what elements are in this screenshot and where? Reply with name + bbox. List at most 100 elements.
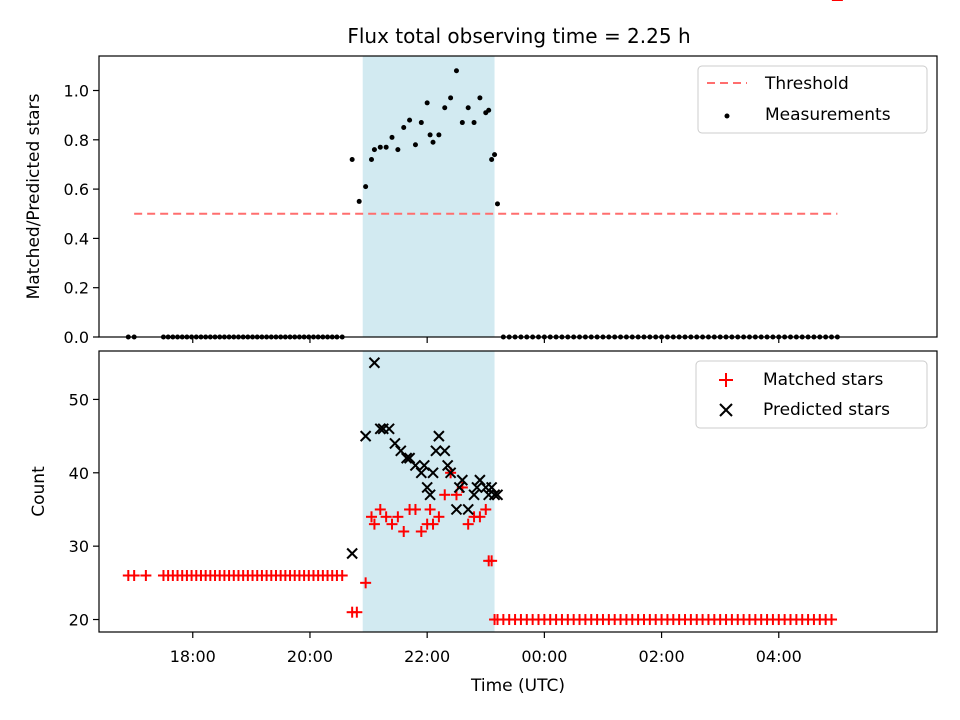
y-tick-label: 1.0 <box>64 82 89 101</box>
matched-stars-point <box>424 503 436 515</box>
count-x-ticks: 18:00 20:00 22:00 00:00 02:00 04:00 <box>170 632 802 666</box>
measurement-point <box>368 157 374 163</box>
measurement-point <box>412 142 418 148</box>
measurement-point <box>477 95 483 101</box>
ratio-panel-shaded-interval <box>362 56 495 337</box>
measurement-point <box>383 144 389 150</box>
predicted-stars-point <box>488 489 501 501</box>
measurement-point <box>486 107 492 113</box>
matched-stars-point <box>140 570 152 582</box>
matched-stars-point <box>380 511 392 523</box>
matched-stars-point <box>474 511 486 523</box>
measurement-point <box>349 157 355 163</box>
chart-title: Flux total observing time = 2.25 h <box>347 24 690 48</box>
y-tick-label: 0.2 <box>64 279 89 298</box>
measurement-point <box>401 124 407 130</box>
ratio-plot-frame <box>98 55 938 338</box>
matched-stars-point <box>486 555 498 567</box>
predicted-stars-point <box>400 452 413 464</box>
legend-predicted-label: Predicted stars <box>763 400 890 420</box>
y-tick-label: 20 <box>69 611 89 630</box>
matched-stars-point <box>433 511 445 523</box>
legend-matched-label: Matched stars <box>763 370 883 390</box>
legend-measurements-swatch <box>724 113 730 119</box>
measurement-point <box>389 134 395 140</box>
measurement-point <box>371 147 377 153</box>
measurement-point <box>448 95 454 101</box>
predicted-stars-point <box>433 430 445 442</box>
count-plot-frame <box>98 350 938 633</box>
ratio-x-ticks <box>192 337 780 343</box>
legend-predicted-swatch <box>719 403 733 417</box>
measurement-point <box>492 152 498 158</box>
predicted-stars-point <box>471 481 483 494</box>
measurement-point <box>494 201 500 207</box>
measurement-point <box>377 144 383 150</box>
predicted-stars-points <box>346 357 504 560</box>
count-legend: Matched stars Predicted stars <box>695 360 928 429</box>
x-tick-label: 04:00 <box>756 647 802 666</box>
x-tick-label: 00:00 <box>521 647 567 666</box>
count-y-axis-label: Count <box>29 466 49 517</box>
y-tick-label: 0.6 <box>64 180 89 199</box>
x-axis-label: Time (UTC) <box>470 676 565 696</box>
measurement-point <box>453 68 459 74</box>
ratio-y-axis-label: Matched/Predicted stars <box>24 93 44 299</box>
matched-stars-point <box>462 518 474 530</box>
predicted-stars-point <box>395 445 407 457</box>
y-tick-label: 0.8 <box>64 131 89 150</box>
measurement-point <box>395 147 401 153</box>
y-tick-label: 40 <box>69 464 89 483</box>
legend-threshold-label: Threshold <box>764 74 849 94</box>
measurement-point <box>465 105 471 111</box>
measurement-point <box>436 132 442 138</box>
matched-stars-point <box>392 511 404 523</box>
matched-stars-point <box>398 525 410 537</box>
y-tick-label: 50 <box>69 390 89 409</box>
measurement-point <box>471 120 477 126</box>
x-tick-label: 22:00 <box>404 647 450 666</box>
predicted-stars-point <box>441 459 454 472</box>
predicted-stars-point <box>474 474 486 486</box>
predicted-stars-point <box>444 467 457 479</box>
predicted-stars-point <box>409 459 422 472</box>
y-tick-label: 30 <box>69 537 89 556</box>
matched-stars-point <box>360 577 372 589</box>
predicted-stars-point <box>450 503 463 516</box>
matched-stars-point <box>427 518 439 530</box>
matched-stars-point <box>351 606 363 618</box>
predicted-stars-point <box>346 547 358 560</box>
predicted-stars-point <box>415 467 428 479</box>
predicted-stars-point <box>403 452 416 464</box>
measurement-point <box>363 184 369 190</box>
predicted-stars-point <box>456 474 469 486</box>
matched-stars-point <box>415 525 427 537</box>
ratio-legend: Threshold Measurements <box>697 65 928 134</box>
predicted-stars-point <box>430 445 442 457</box>
matched-stars-point <box>826 614 838 626</box>
legend-matched-swatch <box>719 373 733 387</box>
matched-stars-point <box>368 518 380 530</box>
ratio-panel: 0.0 0.2 0.4 0.6 0.8 1.0 Matched/Predicted sta… <box>24 55 938 347</box>
measurement-point <box>459 120 465 126</box>
measurement-point <box>430 139 436 145</box>
matched-stars-point <box>374 503 386 515</box>
count-y-ticks: 20 30 40 50 <box>69 390 99 630</box>
count-panel-shaded-interval <box>362 351 495 632</box>
predicted-stars-point <box>389 437 401 450</box>
predicted-stars-point <box>424 489 436 501</box>
matched-stars-point <box>365 511 377 523</box>
predicted-stars-point <box>491 489 504 501</box>
matched-stars-point <box>386 518 398 530</box>
predicted-stars-point <box>439 445 451 457</box>
predicted-stars-point <box>485 481 498 494</box>
legend-measurements-label: Measurements <box>765 105 891 125</box>
measurement-point <box>356 198 362 204</box>
matched-stars-point <box>409 503 421 515</box>
measurement-point <box>427 132 433 138</box>
predicted-stars-point <box>359 430 372 442</box>
ratio-y-ticks: 0.0 0.2 0.4 0.6 0.8 1.0 <box>64 82 99 347</box>
measurement-point <box>442 105 448 111</box>
